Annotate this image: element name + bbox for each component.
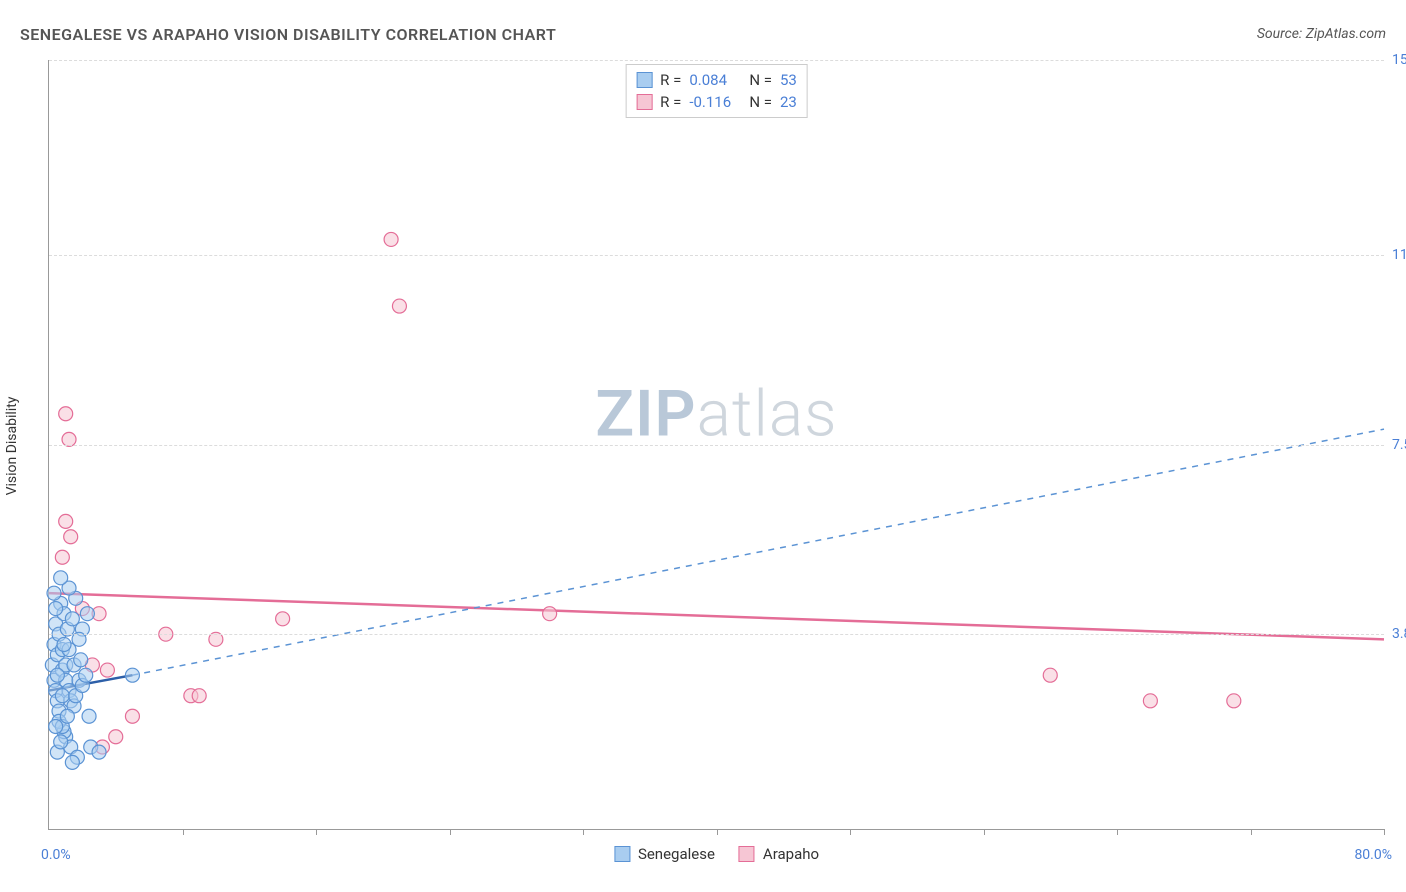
r-label-senegalese: R =: [660, 71, 681, 89]
point-senegalese: [125, 668, 139, 682]
gridline-h: [49, 634, 1384, 635]
x-tick: [1384, 829, 1385, 835]
swatch-arapaho-bottom: [739, 846, 755, 862]
swatch-senegalese: [636, 72, 652, 88]
chart-title: SENEGALESE VS ARAPAHO VISION DISABILITY …: [20, 25, 556, 44]
r-label-arapaho: R =: [660, 93, 681, 111]
x-tick: [984, 829, 985, 835]
point-arapaho: [59, 514, 73, 528]
legend-item-arapaho: Arapaho: [739, 845, 819, 863]
x-tick: [450, 829, 451, 835]
n-value-arapaho: 23: [780, 93, 797, 111]
r-value-arapaho: -0.116: [689, 93, 741, 111]
n-label-arapaho: N =: [749, 93, 772, 111]
series-label-arapaho: Arapaho: [763, 845, 819, 863]
x-axis-max-label: 80.0%: [1354, 847, 1392, 863]
point-senegalese: [65, 755, 79, 769]
point-senegalese: [65, 612, 79, 626]
swatch-arapaho: [636, 94, 652, 110]
gridline-h: [49, 255, 1384, 256]
point-senegalese: [55, 689, 69, 703]
point-senegalese: [92, 745, 106, 759]
x-tick: [183, 829, 184, 835]
point-senegalese: [80, 607, 94, 621]
gridline-h: [49, 60, 1384, 61]
point-senegalese: [47, 586, 61, 600]
point-arapaho: [64, 530, 78, 544]
point-arapaho: [109, 730, 123, 744]
x-tick: [717, 829, 718, 835]
point-senegalese: [60, 709, 74, 723]
y-tick-label: 15.0%: [1392, 52, 1406, 68]
x-tick: [316, 829, 317, 835]
n-value-senegalese: 53: [780, 71, 797, 89]
x-tick: [1117, 829, 1118, 835]
point-arapaho: [1227, 694, 1241, 708]
point-arapaho: [125, 709, 139, 723]
series-label-senegalese: Senegalese: [638, 845, 715, 863]
n-label-senegalese: N =: [749, 71, 772, 89]
point-arapaho: [1043, 668, 1057, 682]
point-arapaho: [392, 299, 406, 313]
point-senegalese: [49, 719, 63, 733]
source-credit: Source: ZipAtlas.com: [1257, 26, 1386, 42]
scatter-plot: ZIPatlas R = 0.084 N = 53 R = -0.116 N =…: [48, 60, 1384, 830]
point-arapaho: [1143, 694, 1157, 708]
x-tick: [1251, 829, 1252, 835]
point-senegalese: [79, 668, 93, 682]
header-bar: SENEGALESE VS ARAPAHO VISION DISABILITY …: [20, 20, 1386, 48]
point-arapaho: [384, 232, 398, 246]
series-legend: Senegalese Arapaho: [614, 845, 819, 863]
point-arapaho: [543, 607, 557, 621]
legend-row-senegalese: R = 0.084 N = 53: [636, 69, 797, 91]
legend-item-senegalese: Senegalese: [614, 845, 715, 863]
point-senegalese: [57, 637, 71, 651]
x-tick: [583, 829, 584, 835]
point-senegalese: [74, 653, 88, 667]
y-tick-label: 3.8%: [1392, 626, 1406, 642]
point-senegalese: [54, 571, 68, 585]
point-senegalese: [54, 735, 68, 749]
y-tick-label: 11.2%: [1392, 247, 1406, 263]
point-senegalese: [50, 668, 64, 682]
legend-row-arapaho: R = -0.116 N = 23: [636, 91, 797, 113]
point-senegalese: [49, 602, 63, 616]
r-value-senegalese: 0.084: [689, 71, 741, 89]
point-arapaho: [55, 550, 69, 564]
point-arapaho: [276, 612, 290, 626]
x-tick: [850, 829, 851, 835]
point-arapaho: [192, 689, 206, 703]
point-arapaho: [100, 663, 114, 677]
swatch-senegalese-bottom: [614, 846, 630, 862]
point-arapaho: [59, 407, 73, 421]
y-axis-label: Vision Disability: [4, 397, 20, 496]
correlation-legend: R = 0.084 N = 53 R = -0.116 N = 23: [625, 64, 808, 118]
gridline-h: [49, 445, 1384, 446]
x-axis-min-label: 0.0%: [41, 847, 71, 863]
point-senegalese: [82, 709, 96, 723]
y-tick-label: 7.5%: [1392, 437, 1406, 453]
